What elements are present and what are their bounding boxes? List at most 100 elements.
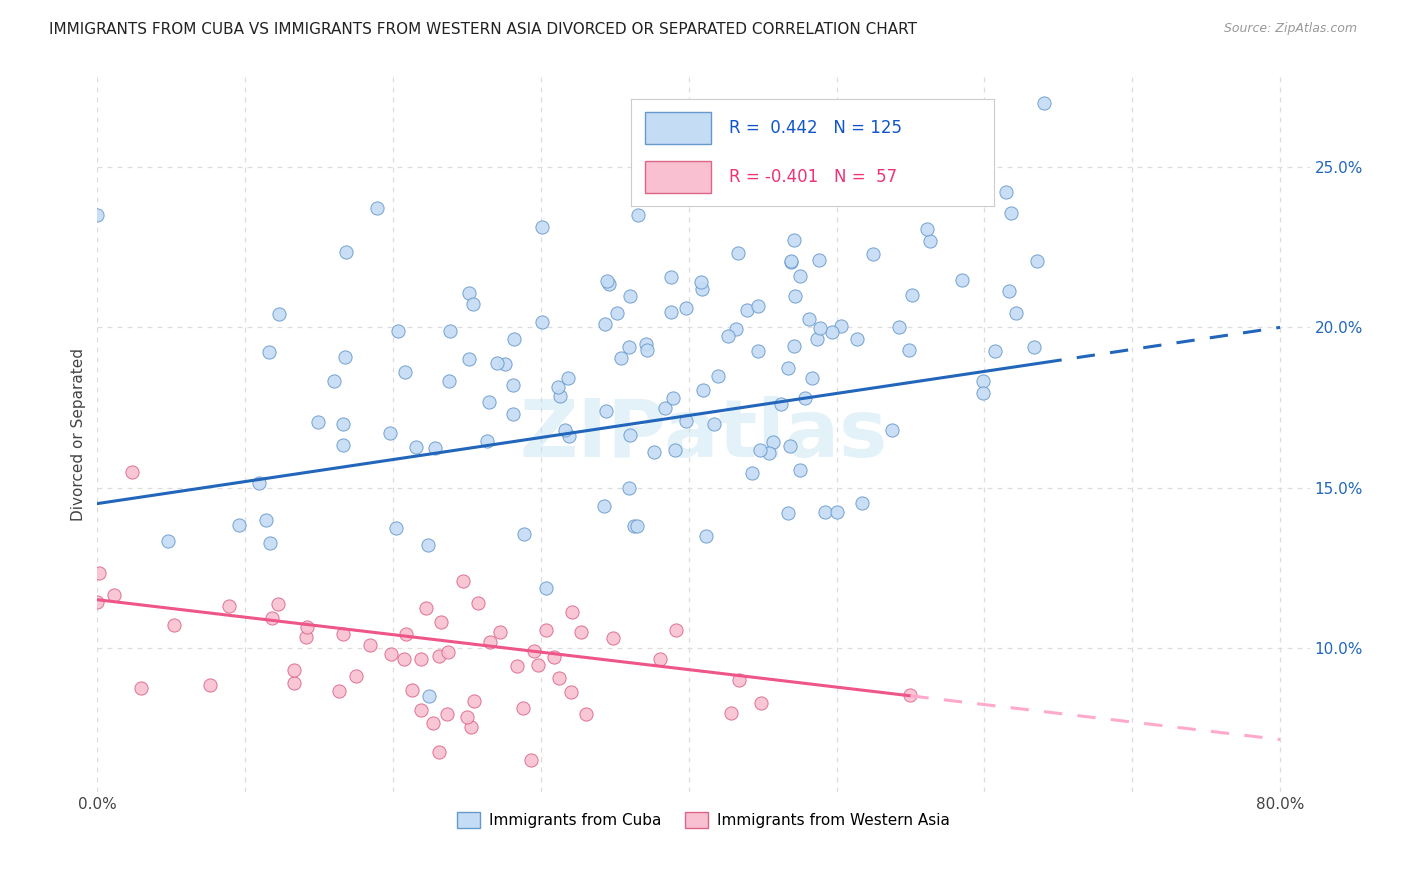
Point xyxy=(422,715,444,730)
Point xyxy=(889,319,911,334)
Point xyxy=(262,611,284,625)
Point xyxy=(456,710,478,724)
Point xyxy=(617,340,640,354)
Point xyxy=(619,427,641,442)
Point xyxy=(423,441,446,455)
Point xyxy=(634,337,657,351)
Point xyxy=(513,526,536,541)
Point xyxy=(920,234,942,248)
Point xyxy=(548,671,571,685)
Point xyxy=(548,389,571,403)
Point xyxy=(851,496,873,510)
Point xyxy=(409,652,432,666)
Point xyxy=(453,574,475,588)
Point xyxy=(741,466,763,480)
Point xyxy=(335,244,357,259)
Point xyxy=(789,268,811,283)
Point xyxy=(257,344,280,359)
Point xyxy=(779,439,801,453)
Point xyxy=(654,401,676,416)
Point xyxy=(547,380,569,394)
Point xyxy=(385,521,408,535)
Point xyxy=(527,658,550,673)
Point xyxy=(427,745,450,759)
Point xyxy=(475,434,498,448)
Point xyxy=(129,681,152,695)
Point xyxy=(569,624,592,639)
Point xyxy=(727,245,749,260)
Point xyxy=(86,208,108,222)
Point xyxy=(405,441,427,455)
Point xyxy=(664,623,686,637)
Point xyxy=(531,219,554,234)
Point xyxy=(439,325,461,339)
Point xyxy=(609,351,631,365)
Point xyxy=(595,404,617,418)
Point xyxy=(692,384,714,398)
Point xyxy=(820,325,842,339)
Point xyxy=(735,303,758,318)
Point xyxy=(592,499,614,513)
Point xyxy=(429,615,451,629)
Point xyxy=(283,663,305,677)
Point xyxy=(458,352,481,367)
Point xyxy=(295,620,318,634)
Point xyxy=(436,707,458,722)
Point xyxy=(121,465,143,479)
Point xyxy=(387,324,409,338)
Point xyxy=(950,273,973,287)
Point xyxy=(458,286,481,301)
Point xyxy=(502,377,524,392)
Point xyxy=(344,669,367,683)
Point xyxy=(394,365,416,379)
Point xyxy=(392,652,415,666)
Point xyxy=(1022,340,1045,354)
Point xyxy=(378,426,401,441)
Point xyxy=(335,350,357,364)
Point xyxy=(664,443,686,458)
Point xyxy=(695,528,717,542)
Point xyxy=(520,753,543,767)
Point xyxy=(783,234,806,248)
Point xyxy=(512,700,534,714)
Point xyxy=(747,299,769,313)
Point xyxy=(561,605,583,619)
Point xyxy=(409,703,432,717)
Point xyxy=(801,371,824,385)
Point xyxy=(523,644,546,658)
Point xyxy=(758,446,780,460)
Point xyxy=(506,659,529,673)
Point xyxy=(485,356,508,370)
Point xyxy=(994,185,1017,199)
Point xyxy=(502,407,524,421)
Point xyxy=(782,339,804,353)
Text: IMMIGRANTS FROM CUBA VS IMMIGRANTS FROM WESTERN ASIA DIVORCED OR SEPARATED CORRE: IMMIGRANTS FROM CUBA VS IMMIGRANTS FROM … xyxy=(49,22,917,37)
Point xyxy=(675,301,697,315)
Point xyxy=(636,343,658,357)
Point xyxy=(332,437,354,451)
Point xyxy=(332,627,354,641)
Point xyxy=(830,318,852,333)
Point xyxy=(747,344,769,359)
Point xyxy=(1000,206,1022,220)
Point xyxy=(415,600,437,615)
Point xyxy=(503,332,526,346)
Point xyxy=(659,270,682,285)
Point xyxy=(554,424,576,438)
Point xyxy=(328,684,350,698)
Point xyxy=(156,533,179,548)
Point xyxy=(648,652,671,666)
Point xyxy=(366,202,388,216)
Point xyxy=(880,424,903,438)
Point xyxy=(478,394,501,409)
Point xyxy=(814,505,837,519)
Legend: Immigrants from Cuba, Immigrants from Western Asia: Immigrants from Cuba, Immigrants from We… xyxy=(451,806,956,834)
Point xyxy=(1032,96,1054,111)
Point xyxy=(254,513,277,527)
Point xyxy=(808,321,831,335)
Point xyxy=(593,317,616,331)
Point xyxy=(627,208,650,222)
Point xyxy=(606,306,628,320)
Point xyxy=(728,673,751,688)
Point xyxy=(793,391,815,405)
